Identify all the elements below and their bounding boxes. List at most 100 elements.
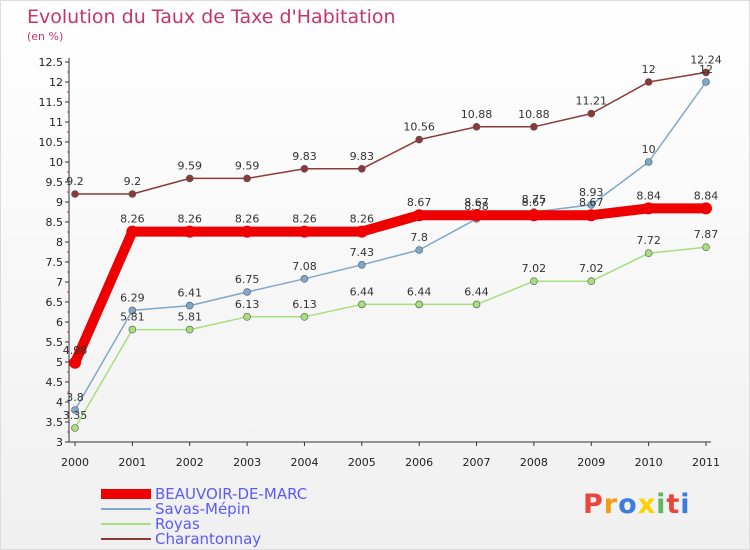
y-tick-label: 5 xyxy=(56,356,63,369)
x-tick-label: 2000 xyxy=(61,456,89,469)
data-point xyxy=(71,190,79,198)
data-label: 8.26 xyxy=(350,213,375,226)
y-tick-label: 11.5 xyxy=(39,96,64,109)
legend-label: Charantonnay xyxy=(155,530,262,548)
data-label: 3.35 xyxy=(63,409,88,422)
y-tick-label: 10.5 xyxy=(39,136,64,149)
data-label: 7.02 xyxy=(522,262,547,275)
data-label: 10.56 xyxy=(403,121,435,134)
data-point xyxy=(128,306,137,315)
data-label: 9.59 xyxy=(235,159,260,172)
series-line-3 xyxy=(75,71,707,195)
data-label: 8.26 xyxy=(235,213,260,226)
legend-label: BEAUVOIR-DE-MARC xyxy=(155,485,308,503)
legend-item: Savas-Mépin xyxy=(101,500,251,518)
data-label: 8.67 xyxy=(522,196,547,209)
data-point xyxy=(472,123,481,131)
data-point xyxy=(185,174,194,183)
data-label: 7.08 xyxy=(292,260,317,273)
data-point xyxy=(69,356,81,369)
data-point xyxy=(243,312,251,321)
data-point xyxy=(702,243,710,251)
data-label: 7.02 xyxy=(579,262,604,275)
legend-item: BEAUVOIR-DE-MARC xyxy=(101,485,308,503)
data-label: 3.8 xyxy=(66,391,84,404)
legend-swatch xyxy=(101,538,151,540)
data-point xyxy=(300,274,309,283)
data-point xyxy=(527,209,540,222)
legend-swatch xyxy=(101,508,151,510)
y-tick-label: 3 xyxy=(56,436,63,449)
data-point xyxy=(702,68,710,77)
y-tick-label: 5.5 xyxy=(46,336,64,349)
data-point xyxy=(530,123,538,131)
data-label: 9.83 xyxy=(292,150,317,163)
legend-swatch xyxy=(101,489,151,499)
data-label: 7.72 xyxy=(636,234,661,247)
data-label: 8.75 xyxy=(522,193,547,206)
y-tick-label: 12 xyxy=(49,76,63,89)
data-point xyxy=(585,209,598,222)
data-point xyxy=(358,260,366,269)
data-label: 5.81 xyxy=(120,311,145,324)
series-line-1 xyxy=(74,81,707,411)
data-point xyxy=(71,406,79,414)
data-point xyxy=(241,225,254,238)
data-label: 12 xyxy=(699,63,713,76)
data-label: 8.26 xyxy=(292,213,317,226)
y-tick-label: 12.5 xyxy=(39,56,64,69)
data-point xyxy=(300,165,309,173)
data-point xyxy=(185,301,194,310)
data-label: 6.29 xyxy=(120,291,145,304)
data-point xyxy=(243,174,251,183)
data-point xyxy=(183,225,196,238)
data-point xyxy=(71,424,79,432)
data-label: 7.8 xyxy=(410,231,428,244)
data-point xyxy=(644,78,653,86)
x-tick-label: 2002 xyxy=(176,456,204,469)
series-line-2 xyxy=(74,246,707,429)
y-tick-label: 10 xyxy=(49,156,63,169)
data-point xyxy=(415,300,423,309)
y-tick-label: 11 xyxy=(49,116,63,129)
legend-label: Royas xyxy=(155,515,200,533)
chart-title: Evolution du Taux de Taxe d'Habitation xyxy=(27,6,396,28)
legend-swatch xyxy=(101,523,151,525)
data-label: 4.98 xyxy=(63,344,88,357)
x-tick-label: 2009 xyxy=(577,456,605,469)
data-point xyxy=(644,158,653,166)
x-tick-label: 2006 xyxy=(405,456,433,469)
data-point xyxy=(470,209,483,222)
data-label: 8.84 xyxy=(694,189,719,202)
data-label: 6.13 xyxy=(292,298,317,311)
y-tick-label: 7 xyxy=(56,276,63,289)
x-tick-label: 2010 xyxy=(635,456,663,469)
series-line-0 xyxy=(70,203,706,365)
data-point xyxy=(358,300,366,309)
data-label: 8.93 xyxy=(579,186,604,199)
y-tick-label: 6.5 xyxy=(46,296,64,309)
data-point xyxy=(300,312,309,321)
data-label: 8.67 xyxy=(464,196,489,209)
data-point xyxy=(587,109,596,118)
y-tick-label: 9.5 xyxy=(46,176,64,189)
data-point xyxy=(642,202,655,215)
data-point xyxy=(298,225,311,238)
x-tick-label: 2007 xyxy=(463,456,491,469)
data-point xyxy=(128,190,137,198)
proxiti-logo: Proxiti xyxy=(583,489,691,520)
legend-label: Savas-Mépin xyxy=(155,500,251,518)
x-tick-label: 2004 xyxy=(290,456,318,469)
x-tick-label: 2011 xyxy=(692,456,720,469)
data-label: 8.58 xyxy=(464,200,489,213)
data-label: 9.2 xyxy=(124,175,142,188)
data-point xyxy=(358,165,366,173)
data-label: 5.81 xyxy=(177,311,202,324)
data-label: 9.2 xyxy=(66,175,84,188)
data-label: 10 xyxy=(642,143,656,156)
y-tick-label: 8 xyxy=(56,236,63,249)
data-label: 6.13 xyxy=(235,298,260,311)
legend-item: Royas xyxy=(101,515,200,533)
data-label: 6.44 xyxy=(407,285,432,298)
